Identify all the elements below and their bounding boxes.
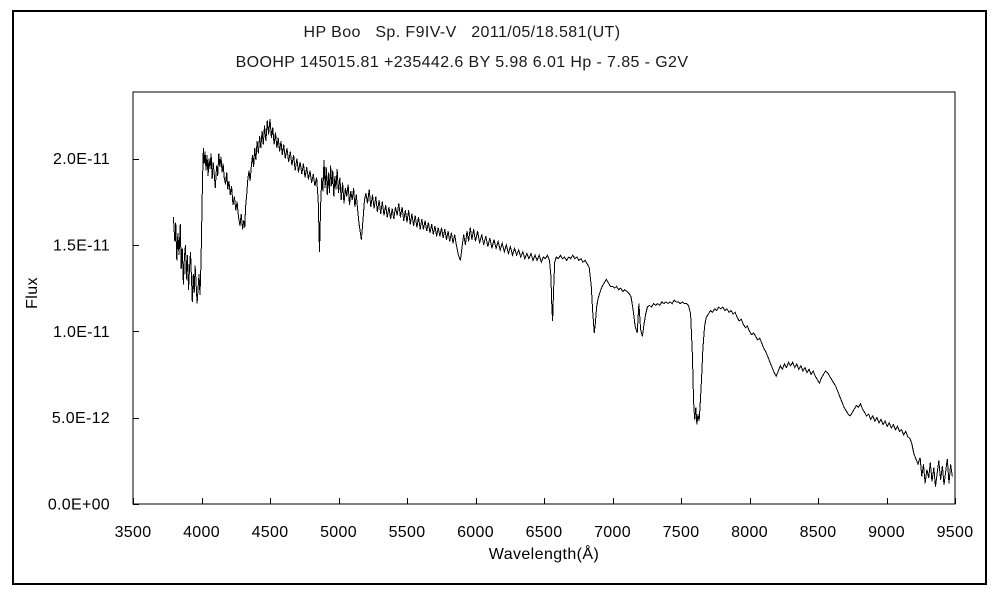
x-tick-label: 9000: [868, 524, 905, 541]
x-tick-label: 4500: [252, 524, 289, 541]
x-tick-label: 3500: [115, 524, 152, 541]
x-tick-label: 5000: [320, 524, 357, 541]
spectrum-line: [172, 118, 953, 487]
y-tick-label: 0.0E+00: [48, 497, 110, 514]
x-axis-label: Wavelength(Å): [488, 546, 600, 563]
x-tick-label: 7000: [594, 524, 631, 541]
x-tick-label: 8500: [800, 524, 837, 541]
x-tick-label: 6500: [526, 524, 563, 541]
y-tick-label: 2.0E-11: [53, 151, 110, 168]
chart-subtitle: BOOHP 145015.81 +235442.6 BY 5.98 6.01 H…: [235, 54, 689, 71]
x-tick-label: 6000: [457, 524, 494, 541]
chart-title: HP Boo Sp. F9IV-V 2011/05/18.581(UT): [303, 24, 621, 41]
x-tick-label: 4000: [183, 524, 220, 541]
x-tick-label: 8000: [731, 524, 768, 541]
figure-border: [12, 10, 987, 585]
x-tick-label: 5500: [389, 524, 426, 541]
x-tick-label: 7500: [663, 524, 700, 541]
y-tick-label: 5.0E-12: [52, 410, 110, 427]
x-tick-label: 9500: [937, 524, 974, 541]
y-tick-label: 1.0E-11: [53, 324, 110, 341]
y-tick-label: 1.5E-11: [53, 237, 110, 254]
